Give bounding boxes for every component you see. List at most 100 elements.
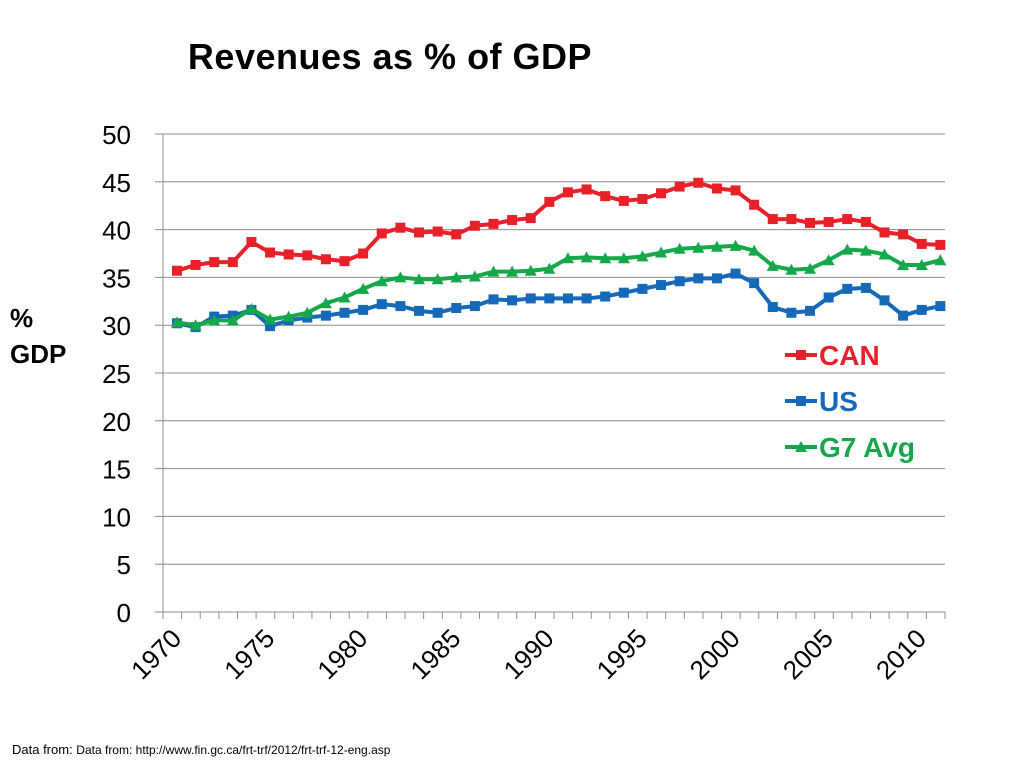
- data-point-us-1981: [376, 299, 387, 310]
- y-tick-label-20: 20: [102, 407, 131, 437]
- x-tick-label-2005: 2005: [777, 623, 839, 685]
- x-tick-label-2010: 2010: [870, 623, 932, 685]
- series-layer: [170, 177, 947, 333]
- x-tick-label-2000: 2000: [684, 623, 746, 685]
- legend: CAN US G7 Avg: [785, 340, 915, 463]
- legend-marker-g7-avg: [795, 441, 807, 452]
- data-point-g7-avg-2011: [934, 254, 947, 266]
- data-point-g7-avg-2004: [804, 262, 817, 274]
- data-point-can-1984: [432, 226, 443, 237]
- data-point-can-1989: [525, 213, 536, 224]
- data-point-can-1998: [693, 177, 704, 188]
- data-point-can-2000: [730, 185, 741, 196]
- data-point-can-1975: [265, 247, 276, 258]
- data-point-g7-avg-1992: [580, 251, 593, 263]
- data-point-g7-avg-1996: [655, 246, 668, 258]
- data-point-g7-avg-2009: [897, 258, 910, 270]
- data-point-us-1997: [674, 276, 685, 287]
- data-point-can-2004: [805, 217, 816, 228]
- data-point-can-1996: [656, 188, 667, 199]
- data-point-can-2001: [749, 199, 760, 210]
- data-point-us-1994: [618, 287, 629, 298]
- data-point-g7-avg-1982: [394, 271, 407, 283]
- source-prefix: Data from:: [12, 742, 77, 757]
- data-point-g7-avg-1970: [170, 316, 183, 328]
- y-tick-label-35: 35: [102, 263, 131, 293]
- x-tick-label-1985: 1985: [404, 623, 466, 685]
- data-point-g7-avg-2000: [729, 239, 742, 251]
- legend-marker-us: [796, 396, 806, 406]
- data-point-us-1993: [600, 291, 611, 302]
- data-point-us-1980: [358, 304, 369, 315]
- data-point-us-2009: [898, 310, 909, 321]
- data-point-g7-avg-2007: [859, 244, 872, 256]
- data-point-g7-avg-1972: [208, 314, 221, 326]
- data-point-can-2009: [898, 229, 909, 240]
- data-point-can-1980: [358, 248, 369, 259]
- data-point-can-1986: [469, 220, 480, 231]
- data-point-can-1991: [562, 187, 573, 198]
- data-point-us-1991: [562, 293, 573, 304]
- data-point-can-1982: [395, 222, 406, 233]
- data-point-can-1995: [637, 194, 648, 205]
- data-point-g7-avg-1997: [673, 242, 686, 254]
- y-tick-label-25: 25: [102, 359, 131, 389]
- data-point-can-1979: [339, 256, 350, 267]
- y-tick-label-10: 10: [102, 502, 131, 532]
- data-point-can-1997: [674, 181, 685, 192]
- data-point-g7-avg-1973: [226, 314, 239, 326]
- data-point-can-1990: [544, 196, 555, 207]
- data-point-g7-avg-1983: [413, 273, 426, 285]
- data-point-g7-avg-1975: [264, 313, 277, 325]
- data-point-us-1996: [656, 280, 667, 291]
- data-point-can-2010: [916, 238, 927, 249]
- data-point-can-1985: [451, 229, 462, 240]
- data-point-g7-avg-2006: [841, 243, 854, 255]
- data-point-can-1976: [283, 249, 294, 260]
- data-point-can-1983: [414, 227, 425, 238]
- x-tick-label-1980: 1980: [311, 623, 373, 685]
- data-point-can-1988: [507, 215, 518, 226]
- data-point-can-1994: [618, 195, 629, 206]
- y-tick-label-15: 15: [102, 455, 131, 485]
- data-point-us-1986: [469, 301, 480, 312]
- data-point-us-1985: [451, 302, 462, 313]
- data-point-us-2000: [730, 268, 741, 279]
- data-point-us-2005: [823, 292, 834, 303]
- data-point-g7-avg-1985: [450, 271, 463, 283]
- data-point-can-2007: [860, 216, 871, 227]
- data-point-us-1982: [395, 301, 406, 312]
- data-point-us-1988: [507, 295, 518, 306]
- y-tick-label-30: 30: [102, 311, 131, 341]
- data-point-us-1978: [320, 310, 331, 321]
- y-axis-label: % GDP: [10, 300, 66, 372]
- data-point-us-1983: [414, 305, 425, 316]
- source-text: Data from: http://www.fin.gc.ca/frt-trf/…: [76, 743, 391, 757]
- x-tick-label-1995: 1995: [591, 623, 653, 685]
- data-point-g7-avg-1989: [524, 264, 537, 276]
- data-point-g7-avg-1979: [338, 291, 351, 303]
- data-point-g7-avg-1987: [487, 265, 500, 277]
- y-axis-label-line-1: %: [10, 303, 34, 333]
- data-point-can-1970: [171, 265, 182, 276]
- data-point-g7-avg-1990: [543, 262, 556, 274]
- data-point-can-1974: [246, 237, 257, 248]
- data-point-can-1977: [302, 250, 313, 261]
- data-point-us-1999: [711, 273, 722, 284]
- data-point-can-1972: [209, 257, 220, 268]
- data-point-g7-avg-1988: [506, 265, 519, 277]
- data-point-us-1989: [525, 293, 536, 304]
- data-point-us-2010: [916, 304, 927, 315]
- data-point-us-1975: [265, 321, 276, 332]
- data-point-can-2008: [879, 227, 890, 238]
- data-point-g7-avg-2005: [822, 254, 835, 266]
- data-point-can-2003: [786, 214, 797, 225]
- data-point-g7-avg-1986: [468, 270, 481, 282]
- data-point-g7-avg-1993: [599, 252, 612, 264]
- data-point-g7-avg-1976: [282, 310, 295, 322]
- data-point-can-1981: [376, 228, 387, 239]
- source-note: Data from: Data from: http://www.fin.gc.…: [12, 742, 390, 757]
- chart-title: Revenues as % of GDP: [187, 36, 593, 77]
- data-point-us-2007: [860, 282, 871, 293]
